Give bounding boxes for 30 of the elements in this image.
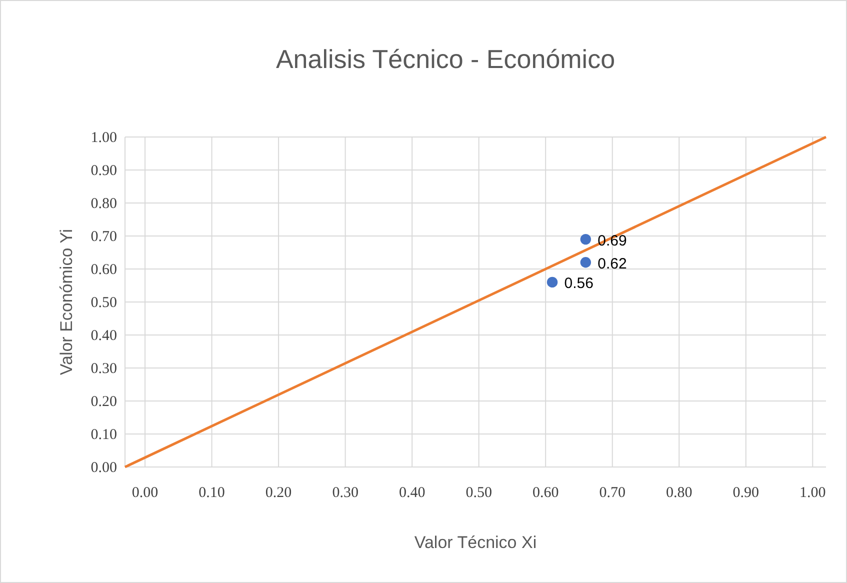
y-tick-label: 0.10 [90, 427, 117, 443]
point [546, 276, 558, 288]
y-tick-label: 0.00 [90, 460, 117, 476]
y-tick-label: 0.70 [90, 229, 117, 245]
x-tick-label: 0.60 [532, 485, 559, 501]
x-tick-label: 0.70 [599, 485, 626, 501]
y-tick-label: 0.20 [90, 394, 117, 410]
x-tick-label: 0.20 [265, 485, 292, 501]
x-tick-label: 0.50 [466, 485, 492, 501]
data-label: 0.62 [598, 255, 627, 272]
y-tick-label: 0.90 [90, 163, 117, 179]
x-tick-label: 0.10 [198, 485, 225, 501]
x-tick-label: 1.00 [800, 485, 826, 501]
y-tick-label: 0.40 [90, 328, 117, 344]
y-axis-title: Valor Económico Yi [57, 228, 76, 376]
chart-title: Analisis Técnico - Económico [276, 44, 616, 74]
y-tick-label: 0.50 [90, 295, 117, 311]
y-tick-label: 0.60 [90, 262, 117, 278]
x-tick-label: 0.00 [132, 485, 158, 501]
y-tick-label: 0.30 [90, 361, 117, 377]
y-tick-label: 1.00 [90, 130, 117, 146]
point [580, 257, 592, 268]
point [580, 234, 592, 245]
x-tick-label: 0.30 [332, 485, 358, 501]
x-tick-label: 0.40 [398, 485, 426, 501]
x-tick-label: 0.90 [732, 485, 760, 501]
x-axis-title: Valor Técnico Xi [414, 533, 537, 552]
x-tick-label: 0.80 [666, 485, 692, 501]
y-tick-label: 0.80 [90, 196, 117, 212]
data-label: 0.56 [564, 275, 594, 292]
